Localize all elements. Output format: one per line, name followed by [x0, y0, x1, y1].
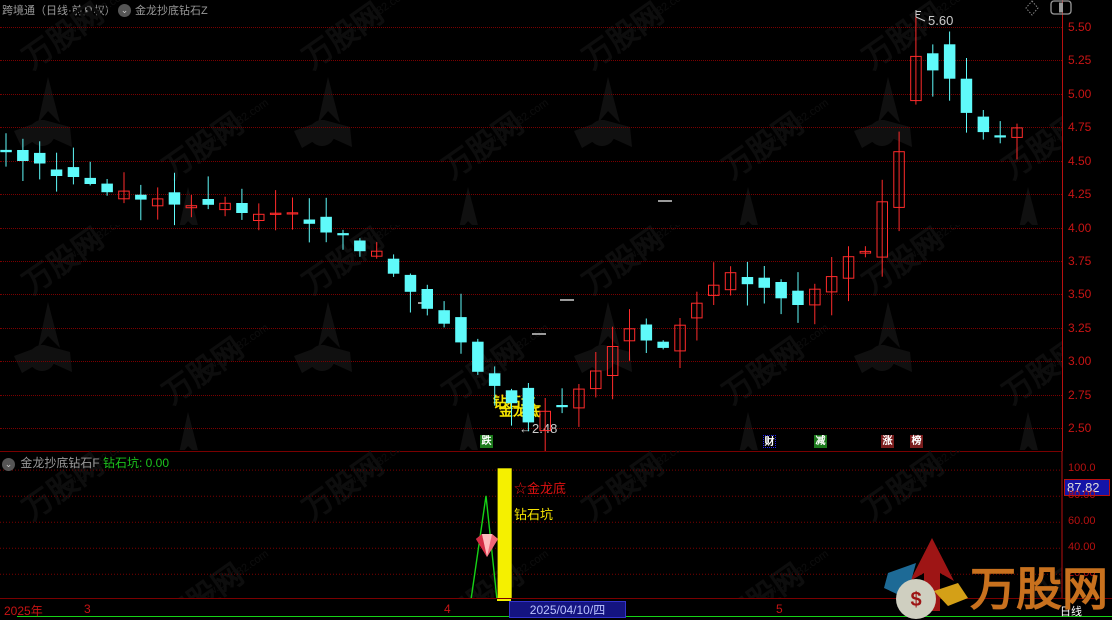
svg-text:$: $	[910, 589, 921, 611]
svg-text:☆金龙底: ☆金龙底	[514, 481, 566, 496]
svg-text:万股网: 万股网	[970, 563, 1108, 615]
svg-text:5.60: 5.60	[928, 13, 953, 28]
svg-text:钻石坑: 钻石坑	[514, 507, 553, 522]
